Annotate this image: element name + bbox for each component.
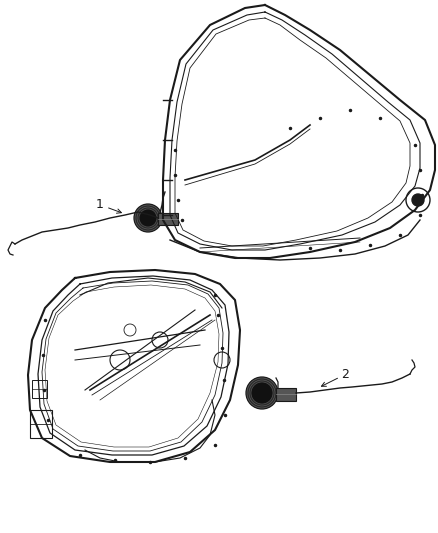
Circle shape bbox=[139, 209, 157, 227]
Circle shape bbox=[251, 382, 273, 404]
FancyBboxPatch shape bbox=[158, 213, 178, 225]
Circle shape bbox=[134, 204, 162, 232]
Text: 2: 2 bbox=[341, 367, 349, 381]
Text: 1: 1 bbox=[96, 198, 104, 212]
Circle shape bbox=[246, 377, 278, 409]
FancyBboxPatch shape bbox=[276, 388, 296, 401]
Circle shape bbox=[412, 194, 424, 206]
Bar bbox=[32, 380, 47, 398]
Bar bbox=[30, 410, 52, 438]
